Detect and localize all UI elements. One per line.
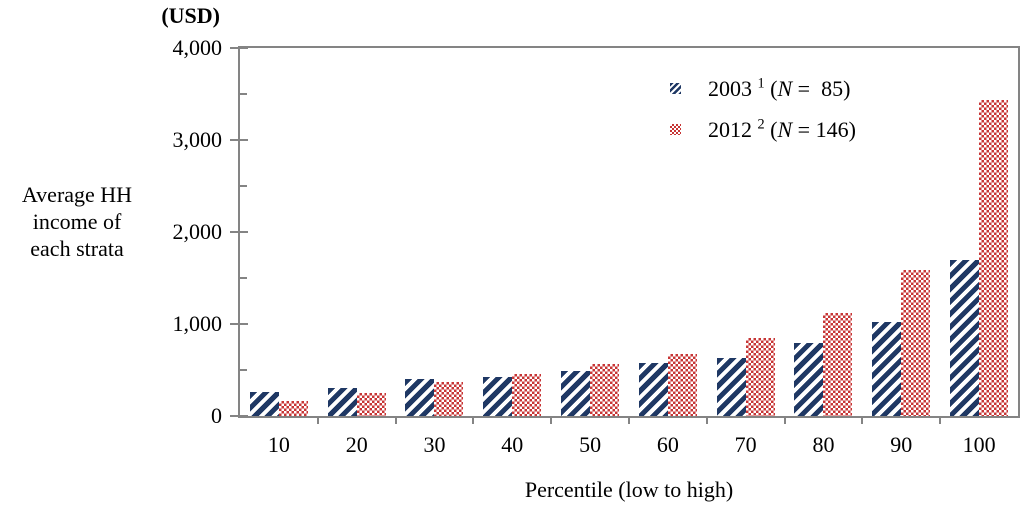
x-boundary-tick xyxy=(939,418,941,424)
bar-2003-p20 xyxy=(327,388,357,416)
bar-2012-p50 xyxy=(590,364,620,416)
bar-2003-p10 xyxy=(249,392,279,416)
y-axis-title-line: income of xyxy=(32,209,122,234)
bar-2003-p80 xyxy=(794,343,824,416)
y-axis-title-line: each strata xyxy=(30,236,124,261)
plot-area xyxy=(238,46,1020,418)
y-major-tick xyxy=(230,231,248,233)
bar-2012-p90 xyxy=(901,270,931,416)
bar-2012-p20 xyxy=(356,393,386,416)
x-boundary-tick xyxy=(395,418,397,424)
x-tick-label-60: 60 xyxy=(656,432,679,457)
x-axis-title: Percentile (low to high) xyxy=(524,477,734,502)
legend-swatch-2003 xyxy=(670,83,681,94)
x-tick-label-90: 90 xyxy=(890,432,913,457)
y-axis-title: Average HH income of each strata xyxy=(0,181,154,262)
x-boundary-tick xyxy=(472,418,474,424)
bar-group-40 xyxy=(473,48,551,416)
x-boundary-tick xyxy=(317,418,319,424)
bar-2012-p70 xyxy=(745,338,775,416)
x-boundary-tick xyxy=(628,418,630,424)
x-tick-label-40: 40 xyxy=(501,432,524,457)
x-boundary-tick xyxy=(706,418,708,424)
y-major-tick xyxy=(230,47,248,49)
bar-2012-p60 xyxy=(667,354,697,416)
bar-group-70 xyxy=(707,48,785,416)
x-axis-tick-labels: 10 20 30 40 50 60 70 80 90 100 xyxy=(240,432,1018,458)
x-tick-label-50: 50 xyxy=(579,432,602,457)
bars-row xyxy=(240,48,1018,416)
bar-2003-p30 xyxy=(405,379,435,416)
y-tick-label-2000: 2,000 xyxy=(172,219,223,244)
x-tick-label-100: 100 xyxy=(962,432,996,457)
x-tick-label-10: 10 xyxy=(267,432,290,457)
y-axis-unit-label: (USD) xyxy=(161,3,220,28)
bar-2003-p100 xyxy=(950,260,980,416)
x-boundary-tick xyxy=(550,418,552,424)
bar-group-90 xyxy=(862,48,940,416)
y-tick-label-3000: 3,000 xyxy=(172,127,223,152)
bar-group-50 xyxy=(551,48,629,416)
bar-group-20 xyxy=(318,48,396,416)
x-boundary-tick xyxy=(861,418,863,424)
y-axis-title-line: Average HH xyxy=(21,182,133,207)
legend-item-2012: 2012 2 (N = 146) xyxy=(670,109,856,150)
y-tick-label-0: 0 xyxy=(211,403,222,428)
x-tick-label-20: 20 xyxy=(345,432,368,457)
legend-swatch-2012 xyxy=(670,124,681,135)
bar-2012-p30 xyxy=(434,382,464,416)
bar-2012-p100 xyxy=(979,100,1009,416)
legend: 2003 1 (N = 85) 2012 2 (N = 146) xyxy=(670,68,856,150)
bar-group-10 xyxy=(240,48,318,416)
x-tick-label-80: 80 xyxy=(812,432,835,457)
y-minor-tick xyxy=(240,93,247,95)
bar-group-60 xyxy=(629,48,707,416)
bar-2003-p50 xyxy=(561,371,591,416)
bar-group-30 xyxy=(396,48,474,416)
bar-2003-p60 xyxy=(638,363,668,416)
bar-group-100 xyxy=(940,48,1018,416)
y-tick-label-4000: 4,000 xyxy=(172,35,223,60)
bar-2012-p10 xyxy=(278,401,308,416)
x-tick-label-30: 30 xyxy=(423,432,446,457)
y-minor-tick xyxy=(240,185,247,187)
bar-2003-p40 xyxy=(483,377,513,416)
x-tick-label-70: 70 xyxy=(734,432,757,457)
x-boundary-tick xyxy=(784,418,786,424)
legend-item-2003: 2003 1 (N = 85) xyxy=(670,68,856,109)
bar-group-80 xyxy=(785,48,863,416)
y-minor-tick xyxy=(240,277,247,279)
legend-label-2003: 2003 1 (N = 85) xyxy=(708,75,851,101)
y-major-tick xyxy=(230,323,248,325)
bar-2003-p90 xyxy=(872,322,902,416)
bar-2003-p70 xyxy=(716,358,746,416)
bar-2012-p40 xyxy=(512,374,542,416)
y-tick-label-1000: 1,000 xyxy=(172,311,223,336)
y-major-tick xyxy=(230,139,248,141)
legend-label-2012: 2012 2 (N = 146) xyxy=(708,116,856,142)
bar-2012-p80 xyxy=(823,313,853,416)
y-minor-tick xyxy=(240,369,247,371)
y-major-tick xyxy=(230,415,248,417)
